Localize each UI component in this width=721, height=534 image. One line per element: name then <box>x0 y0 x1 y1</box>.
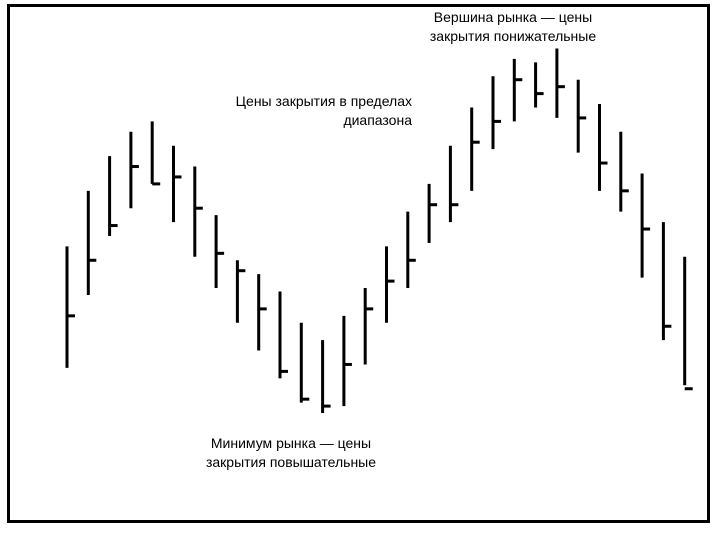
annotation-mid-line1: Цены закрытия в пределах <box>235 93 412 109</box>
annotation-top-line1: Вершина рынка — цены <box>433 9 593 25</box>
annotation-within-range: Цены закрытия в пределах диапазона <box>198 92 412 130</box>
annotation-top-line2: закрытия понижательные <box>429 28 597 44</box>
annotation-bottom-line1: Минимум рынка — цены <box>210 435 372 451</box>
annotation-market-top: Вершина рынка — цены закрытия понижатель… <box>408 8 618 46</box>
annotation-mid-line2: диапазона <box>343 112 412 128</box>
annotation-market-bottom: Минимум рынка — цены закрытия повышатель… <box>186 434 396 472</box>
chart-frame <box>7 4 710 523</box>
annotation-bottom-line2: закрытия повышательные <box>205 454 377 470</box>
